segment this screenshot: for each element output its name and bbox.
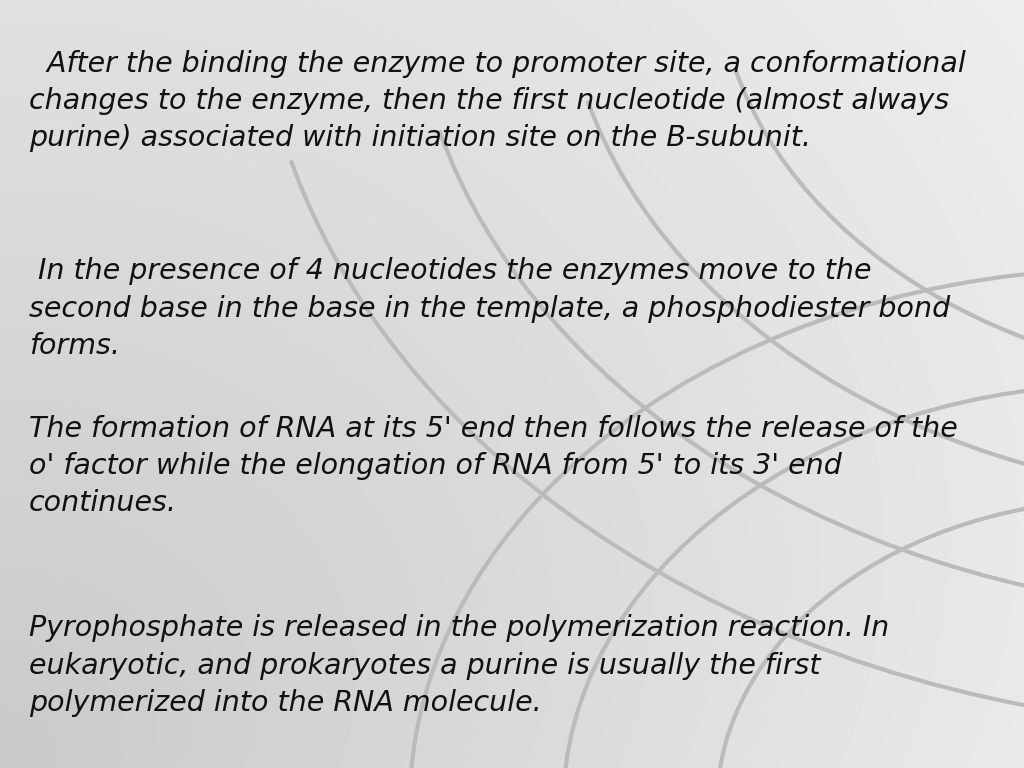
Text: After the binding the enzyme to promoter site, a conformational
changes to the e: After the binding the enzyme to promoter…: [29, 50, 966, 152]
Text: In the presence of 4 nucleotides the enzymes move to the
second base in the base: In the presence of 4 nucleotides the enz…: [29, 257, 950, 359]
Text: The formation of RNA at its 5' end then follows the release of the
o' factor whi: The formation of RNA at its 5' end then …: [29, 415, 957, 517]
Text: Pyrophosphate is released in the polymerization reaction. In
eukaryotic, and pro: Pyrophosphate is released in the polymer…: [29, 614, 889, 717]
